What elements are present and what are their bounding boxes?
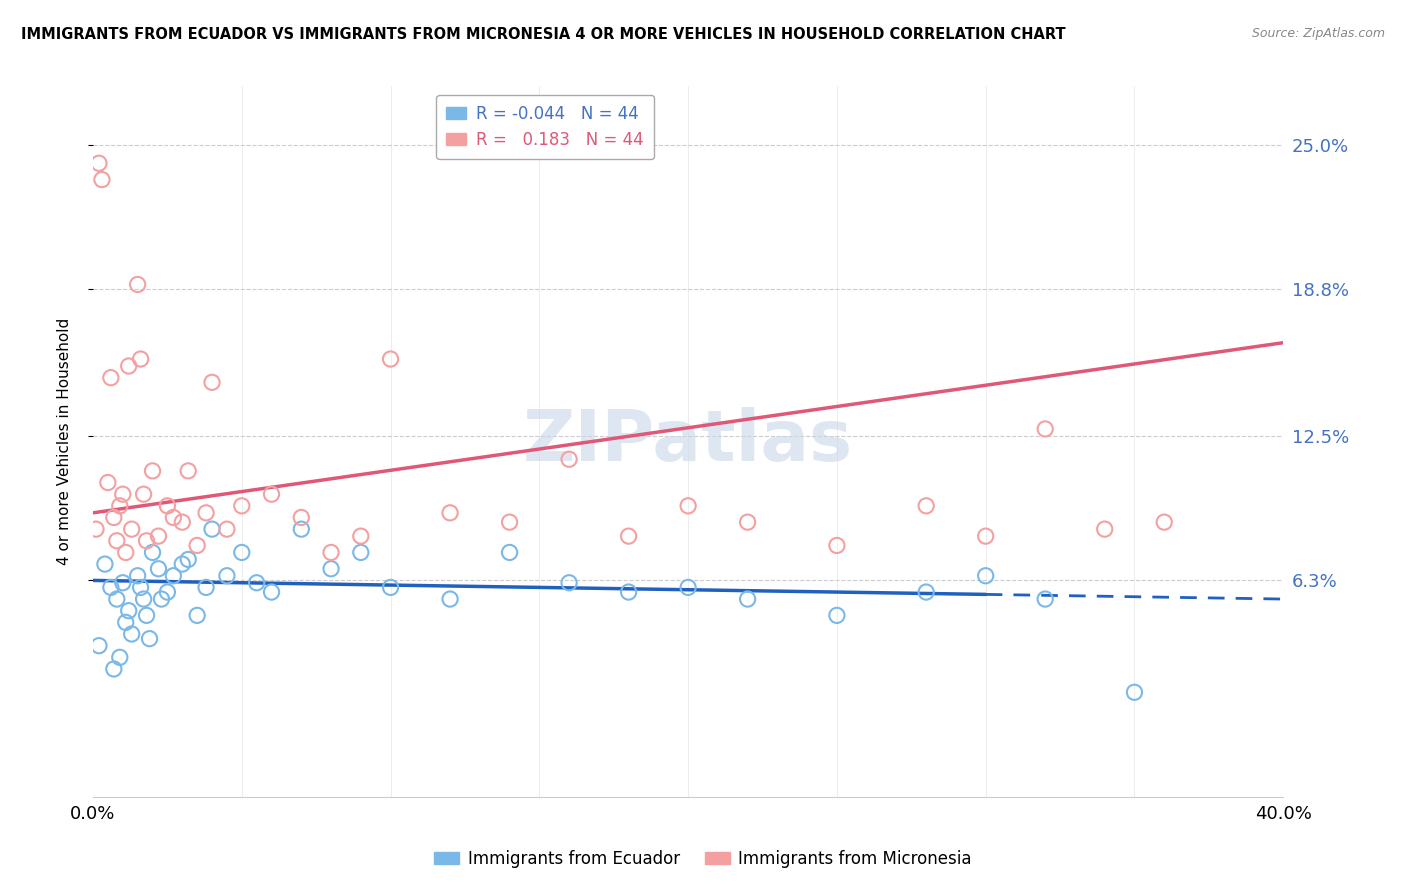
Point xyxy=(135,533,157,548)
Point xyxy=(132,592,155,607)
Point xyxy=(118,359,141,373)
Point xyxy=(231,499,253,513)
Point xyxy=(127,277,149,292)
Point xyxy=(172,557,194,571)
Point xyxy=(974,529,997,543)
Point xyxy=(105,592,128,607)
Point xyxy=(676,499,699,513)
Y-axis label: 4 or more Vehicles in Household: 4 or more Vehicles in Household xyxy=(58,318,72,566)
Point xyxy=(737,515,759,529)
Point xyxy=(91,172,114,186)
Point xyxy=(380,581,402,595)
Point xyxy=(103,662,125,676)
Point xyxy=(498,545,520,559)
Point xyxy=(118,604,141,618)
Point xyxy=(676,581,699,595)
Point xyxy=(439,592,461,607)
Point xyxy=(350,529,373,543)
Point xyxy=(150,592,173,607)
Point xyxy=(100,581,122,595)
Point xyxy=(114,615,136,630)
Point xyxy=(246,575,269,590)
Point xyxy=(319,562,342,576)
Point xyxy=(156,585,179,599)
Point xyxy=(350,545,373,559)
Point xyxy=(319,545,342,559)
Point xyxy=(439,506,461,520)
Point xyxy=(186,539,208,553)
Point xyxy=(148,529,170,543)
Point xyxy=(231,545,253,559)
Point xyxy=(201,376,224,390)
Point xyxy=(974,568,997,582)
Point xyxy=(1033,592,1056,607)
Point xyxy=(127,568,149,582)
Legend: R = -0.044   N = 44, R =   0.183   N = 44: R = -0.044 N = 44, R = 0.183 N = 44 xyxy=(436,95,654,159)
Point xyxy=(156,499,179,513)
Point xyxy=(105,533,128,548)
Point xyxy=(114,545,136,559)
Point xyxy=(825,539,848,553)
Point xyxy=(737,592,759,607)
Point xyxy=(195,581,218,595)
Point xyxy=(915,499,938,513)
Point xyxy=(1153,515,1175,529)
Point xyxy=(558,452,581,467)
Point xyxy=(380,351,402,366)
Point xyxy=(260,585,283,599)
Point xyxy=(100,370,122,384)
Point xyxy=(135,608,157,623)
Point xyxy=(195,506,218,520)
Point xyxy=(108,650,131,665)
Point xyxy=(617,585,640,599)
Point xyxy=(141,464,163,478)
Point xyxy=(201,522,224,536)
Text: Source: ZipAtlas.com: Source: ZipAtlas.com xyxy=(1251,27,1385,40)
Point xyxy=(177,552,200,566)
Point xyxy=(111,487,134,501)
Point xyxy=(138,632,160,646)
Point xyxy=(290,522,312,536)
Point xyxy=(129,351,152,366)
Point xyxy=(132,487,155,501)
Point xyxy=(290,510,312,524)
Point xyxy=(121,522,143,536)
Point xyxy=(87,156,110,170)
Point xyxy=(215,522,238,536)
Point xyxy=(215,568,238,582)
Point xyxy=(162,568,184,582)
Text: IMMIGRANTS FROM ECUADOR VS IMMIGRANTS FROM MICRONESIA 4 OR MORE VEHICLES IN HOUS: IMMIGRANTS FROM ECUADOR VS IMMIGRANTS FR… xyxy=(21,27,1066,42)
Point xyxy=(94,557,117,571)
Point xyxy=(121,627,143,641)
Point xyxy=(915,585,938,599)
Point xyxy=(558,575,581,590)
Legend: Immigrants from Ecuador, Immigrants from Micronesia: Immigrants from Ecuador, Immigrants from… xyxy=(427,844,979,875)
Text: ZIPatlas: ZIPatlas xyxy=(523,408,853,476)
Point xyxy=(498,515,520,529)
Point xyxy=(177,464,200,478)
Point xyxy=(141,545,163,559)
Point xyxy=(1123,685,1146,699)
Point xyxy=(617,529,640,543)
Point xyxy=(111,575,134,590)
Point xyxy=(825,608,848,623)
Point xyxy=(260,487,283,501)
Point xyxy=(148,562,170,576)
Point xyxy=(97,475,120,490)
Point xyxy=(103,510,125,524)
Point xyxy=(1033,422,1056,436)
Point xyxy=(162,510,184,524)
Point xyxy=(108,499,131,513)
Point xyxy=(129,581,152,595)
Point xyxy=(172,515,194,529)
Point xyxy=(186,608,208,623)
Point xyxy=(84,522,107,536)
Point xyxy=(87,639,110,653)
Point xyxy=(1094,522,1116,536)
